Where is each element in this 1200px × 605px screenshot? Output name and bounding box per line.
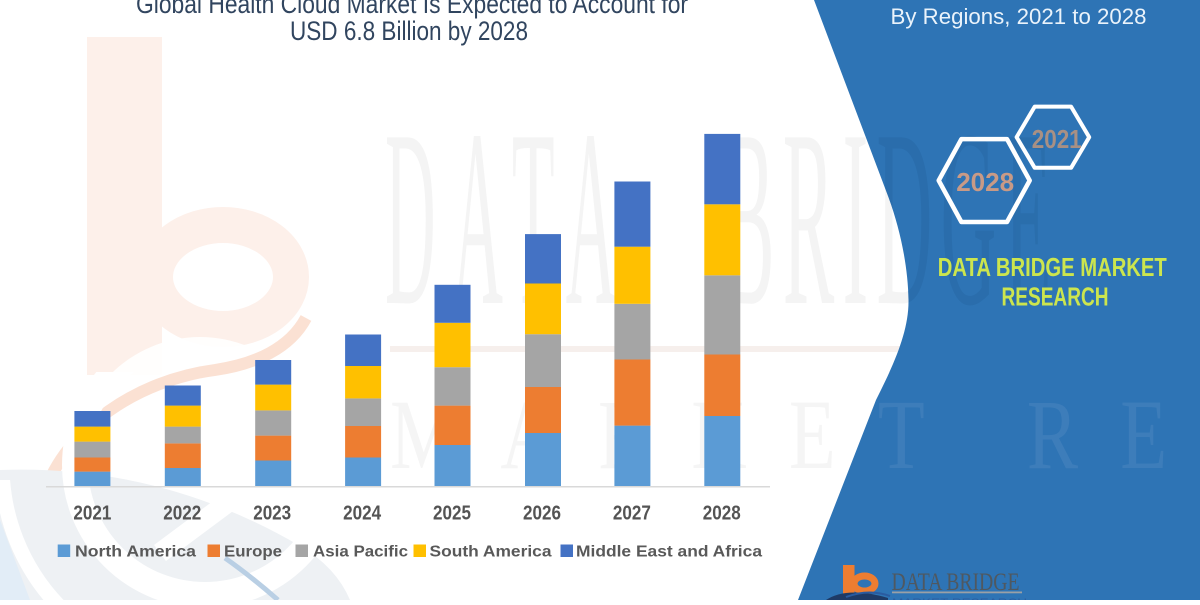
svg-text:DATA BRIDGE MARKET: DATA BRIDGE MARKET bbox=[938, 254, 1167, 282]
svg-text:2026: 2026 bbox=[523, 503, 561, 525]
svg-text:2027: 2027 bbox=[613, 503, 651, 525]
svg-text:DATA BRIDGE: DATA BRIDGE bbox=[892, 567, 1020, 596]
svg-text:South America: South America bbox=[430, 544, 552, 561]
svg-text:North America: North America bbox=[75, 544, 196, 561]
svg-text:2022: 2022 bbox=[163, 503, 201, 525]
svg-text:2024: 2024 bbox=[343, 503, 382, 525]
svg-text:RESEARCH: RESEARCH bbox=[1002, 284, 1109, 312]
svg-text:By Regions, 2021 to 2028: By Regions, 2021 to 2028 bbox=[891, 4, 1147, 29]
svg-text:2023: 2023 bbox=[253, 503, 291, 525]
svg-text:Middle East and Africa: Middle East and Africa bbox=[576, 544, 762, 561]
svg-text:USD 6.8 Billion by 2028: USD 6.8 Billion by 2028 bbox=[290, 16, 528, 46]
svg-text:2021: 2021 bbox=[1032, 124, 1082, 154]
svg-text:Europe: Europe bbox=[224, 544, 282, 561]
svg-text:2021: 2021 bbox=[73, 503, 111, 525]
svg-text:DATA: DATA bbox=[385, 78, 633, 358]
svg-text:2028: 2028 bbox=[703, 503, 741, 525]
svg-text:Asia Pacific: Asia Pacific bbox=[313, 544, 408, 561]
svg-text:2028: 2028 bbox=[956, 167, 1014, 197]
svg-text:2025: 2025 bbox=[433, 503, 471, 525]
svg-text:Global Health Cloud Market Is: Global Health Cloud Market Is Expected t… bbox=[136, 0, 688, 19]
